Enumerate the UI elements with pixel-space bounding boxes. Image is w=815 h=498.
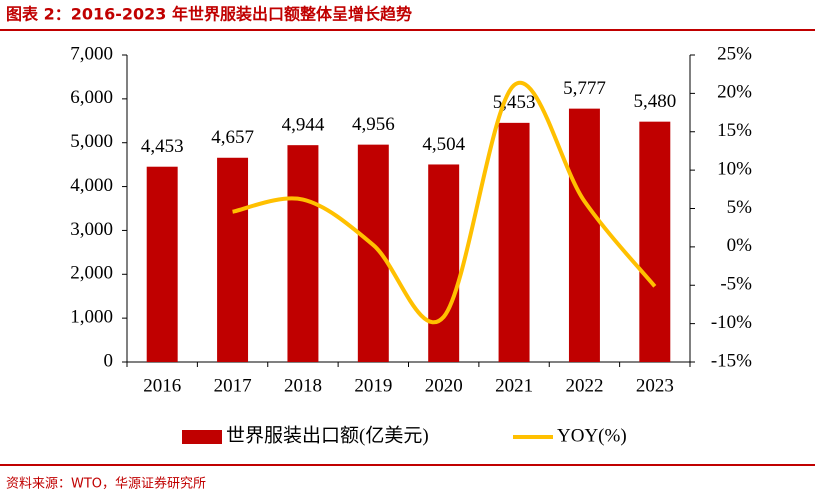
y2-tick-label: -15% bbox=[711, 350, 752, 371]
legend-swatch bbox=[182, 430, 222, 444]
source: 资料来源：WTO，华源证券研究所 bbox=[6, 476, 206, 492]
legend-label: YOY(%) bbox=[557, 425, 627, 446]
bar bbox=[498, 122, 530, 362]
y-tick-label: 6,000 bbox=[70, 87, 113, 108]
bar bbox=[357, 144, 389, 362]
y-tick-label: 2,000 bbox=[70, 263, 113, 284]
bar bbox=[428, 164, 460, 362]
y-tick-label: 3,000 bbox=[70, 219, 113, 240]
x-tick-label: 2023 bbox=[636, 375, 674, 396]
x-tick-label: 2019 bbox=[354, 375, 392, 396]
data-label: 4,453 bbox=[141, 136, 184, 157]
line bbox=[232, 80, 657, 325]
y2-tick-label: 5% bbox=[727, 197, 753, 218]
x-tick-label: 2022 bbox=[565, 375, 603, 396]
x-tick-label: 2017 bbox=[214, 375, 252, 396]
y2-tick-label: 25% bbox=[717, 43, 752, 64]
data-label: 4,657 bbox=[211, 127, 254, 148]
bar bbox=[639, 121, 671, 362]
y-tick-label: 1,000 bbox=[70, 307, 113, 328]
y2-tick-label: -10% bbox=[711, 312, 752, 333]
bar bbox=[287, 145, 319, 362]
x-tick-label: 2016 bbox=[143, 375, 181, 396]
x-tick-label: 2020 bbox=[425, 375, 463, 396]
y2-tick-label: 0% bbox=[727, 235, 753, 256]
y-tick-label: 0 bbox=[104, 350, 114, 371]
data-label: 5,777 bbox=[563, 78, 606, 99]
y-tick-label: 5,000 bbox=[70, 131, 113, 152]
y-tick-label: 7,000 bbox=[70, 43, 113, 64]
data-label: 5,453 bbox=[493, 92, 536, 113]
y-tick-label: 4,000 bbox=[70, 175, 113, 196]
y2-tick-label: 20% bbox=[717, 82, 752, 103]
data-label: 4,944 bbox=[282, 115, 325, 136]
data-label: 5,480 bbox=[633, 91, 676, 112]
data-label: 4,504 bbox=[422, 134, 465, 155]
x-tick-label: 2018 bbox=[284, 375, 322, 396]
bar bbox=[568, 108, 600, 362]
data-label: 4,956 bbox=[352, 114, 395, 135]
bar bbox=[146, 166, 178, 362]
y2-tick-label: -5% bbox=[720, 274, 752, 295]
chart-title: 图表 2：2016-2023 年世界服装出口额整体呈增长趋势 bbox=[6, 5, 412, 24]
legend-label: 世界服装出口额(亿美元) bbox=[226, 424, 429, 446]
y2-tick-label: 10% bbox=[717, 158, 752, 179]
bar bbox=[217, 157, 249, 362]
x-tick-label: 2021 bbox=[495, 375, 533, 396]
y2-tick-label: 15% bbox=[717, 120, 752, 141]
